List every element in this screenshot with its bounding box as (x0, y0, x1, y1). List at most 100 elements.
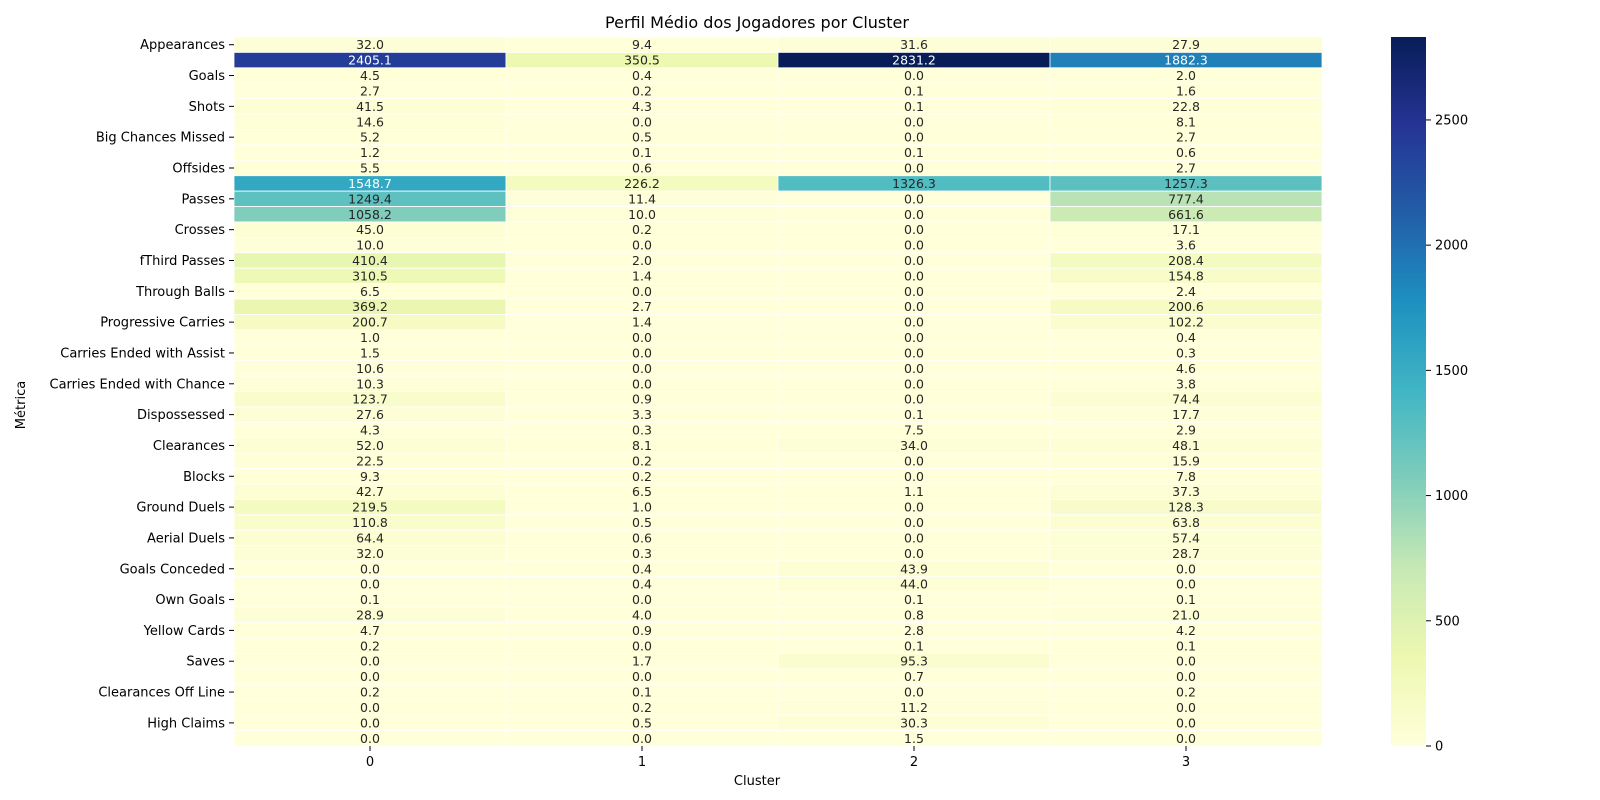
cell-value-label: 0.2 (1176, 685, 1196, 700)
cell-value-label: 27.9 (1172, 37, 1200, 52)
cell-value-label: 95.3 (900, 654, 928, 669)
cell-value-label: 0.0 (632, 638, 652, 653)
x-tick-label: 2 (910, 755, 918, 770)
cell-value-label: 15.9 (1172, 453, 1200, 468)
cell-value-label: 4.0 (632, 607, 652, 622)
y-tick-label: Crosses (175, 223, 226, 238)
cell-value-label: 8.1 (632, 438, 652, 453)
cell-value-label: 2405.1 (348, 53, 392, 68)
cell-value-label: 0.2 (632, 453, 652, 468)
y-tick-label: Carries Ended with Assist (60, 346, 225, 361)
y-tick-label: fThird Passes (140, 254, 226, 269)
colorbar-gradient (1391, 37, 1426, 746)
cell-value-label: 0.2 (632, 469, 652, 484)
cell-value-label: 2.7 (1176, 161, 1196, 176)
cell-value-label: 1.6 (1176, 83, 1196, 98)
cell-value-label: 0.1 (904, 407, 924, 422)
cell-value-label: 45.0 (356, 222, 384, 237)
cell-value-label: 27.6 (356, 407, 384, 422)
cell-value-label: 0.9 (632, 623, 652, 638)
cell-value-label: 0.0 (632, 114, 652, 129)
cell-value-label: 0.1 (632, 685, 652, 700)
cell-value-label: 0.0 (904, 130, 924, 145)
cell-value-label: 0.1 (632, 145, 652, 160)
cell-value-label: 200.7 (352, 315, 388, 330)
cell-value-label: 1.2 (360, 145, 380, 160)
cell-value-label: 4.3 (360, 423, 380, 438)
cell-value-label: 0.1 (1176, 638, 1196, 653)
cell-value-label: 0.0 (632, 361, 652, 376)
cell-value-label: 57.4 (1172, 530, 1200, 545)
cell-value-label: 9.3 (360, 469, 380, 484)
colorbar-tick-label: 1500 (1435, 364, 1468, 379)
cell-value-label: 0.5 (632, 130, 652, 145)
cell-value-label: 0.0 (632, 330, 652, 345)
cell-value-label: 1326.3 (892, 176, 936, 191)
cell-value-label: 0.0 (632, 238, 652, 253)
cell-value-label: 0.4 (632, 577, 652, 592)
cell-value-label: 0.0 (904, 207, 924, 222)
cell-value-label: 2.9 (1176, 423, 1196, 438)
y-tick-label: Appearances (140, 38, 225, 53)
cell-value-label: 102.2 (1168, 315, 1204, 330)
y-tick-label: Through Balls (135, 285, 225, 300)
cell-value-label: 0.0 (360, 700, 380, 715)
cell-value-label: 43.9 (900, 561, 928, 576)
cell-value-label: 34.0 (900, 438, 928, 453)
cell-value-label: 0.2 (632, 83, 652, 98)
cell-value-label: 0.0 (904, 685, 924, 700)
cell-value-label: 0.0 (904, 453, 924, 468)
cell-value-label: 0.0 (904, 376, 924, 391)
cell-value-label: 0.0 (904, 515, 924, 530)
cell-value-label: 32.0 (356, 37, 384, 52)
cell-value-label: 28.7 (1172, 546, 1200, 561)
cell-value-label: 2.7 (632, 299, 652, 314)
x-axis-ticks: 0 1 2 3 (366, 746, 1190, 770)
cell-value-label: 0.0 (904, 315, 924, 330)
cell-value-label: 0.0 (904, 191, 924, 206)
cell-value-label: 52.0 (356, 438, 384, 453)
cell-value-label: 1257.3 (1164, 176, 1208, 191)
cell-value-label: 0.0 (1176, 700, 1196, 715)
cell-value-label: 0.9 (632, 392, 652, 407)
cell-value-label: 0.1 (904, 145, 924, 160)
cell-value-label: 1.1 (904, 484, 924, 499)
cell-value-label: 28.9 (356, 607, 384, 622)
cell-value-label: 2.8 (904, 623, 924, 638)
cell-value-label: 0.0 (904, 114, 924, 129)
cell-value-label: 0.2 (632, 222, 652, 237)
cell-value-label: 0.0 (904, 268, 924, 283)
cell-value-label: 21.0 (1172, 607, 1200, 622)
cell-value-label: 4.2 (1176, 623, 1196, 638)
y-tick-label: Goals (189, 69, 226, 84)
cell-value-label: 128.3 (1168, 500, 1204, 515)
cell-value-label: 74.4 (1172, 392, 1200, 407)
y-tick-label: Passes (181, 192, 225, 207)
y-tick-label: Progressive Carries (100, 316, 225, 331)
cell-value-label: 0.6 (632, 161, 652, 176)
cell-value-label: 37.3 (1172, 484, 1200, 499)
y-tick-label: Ground Duels (136, 501, 225, 516)
cell-value-label: 17.1 (1172, 222, 1200, 237)
cell-value-label: 410.4 (352, 253, 388, 268)
cell-annotations: 32.0 9.4 31.6 27.9 2405.1 350.5 2831.2 1882.3 4.… (348, 37, 1208, 746)
cell-value-label: 0.0 (904, 284, 924, 299)
cell-value-label: 1249.4 (348, 191, 392, 206)
cell-value-label: 4.3 (632, 99, 652, 114)
cell-value-label: 0.0 (1176, 654, 1196, 669)
cell-value-label: 369.2 (352, 299, 388, 314)
cell-value-label: 1058.2 (348, 207, 392, 222)
cell-value-label: 0.0 (1176, 731, 1196, 746)
cell-value-label: 2831.2 (892, 53, 936, 68)
cell-value-label: 2.7 (1176, 130, 1196, 145)
cell-value-label: 48.1 (1172, 438, 1200, 453)
cell-value-label: 310.5 (352, 268, 388, 283)
cell-value-label: 0.0 (1176, 561, 1196, 576)
cell-value-label: 110.8 (352, 515, 388, 530)
cell-value-label: 0.1 (1176, 592, 1196, 607)
cell-value-label: 63.8 (1172, 515, 1200, 530)
cell-value-label: 0.3 (632, 546, 652, 561)
cell-value-label: 0.0 (360, 669, 380, 684)
cell-value-label: 0.7 (904, 669, 924, 684)
